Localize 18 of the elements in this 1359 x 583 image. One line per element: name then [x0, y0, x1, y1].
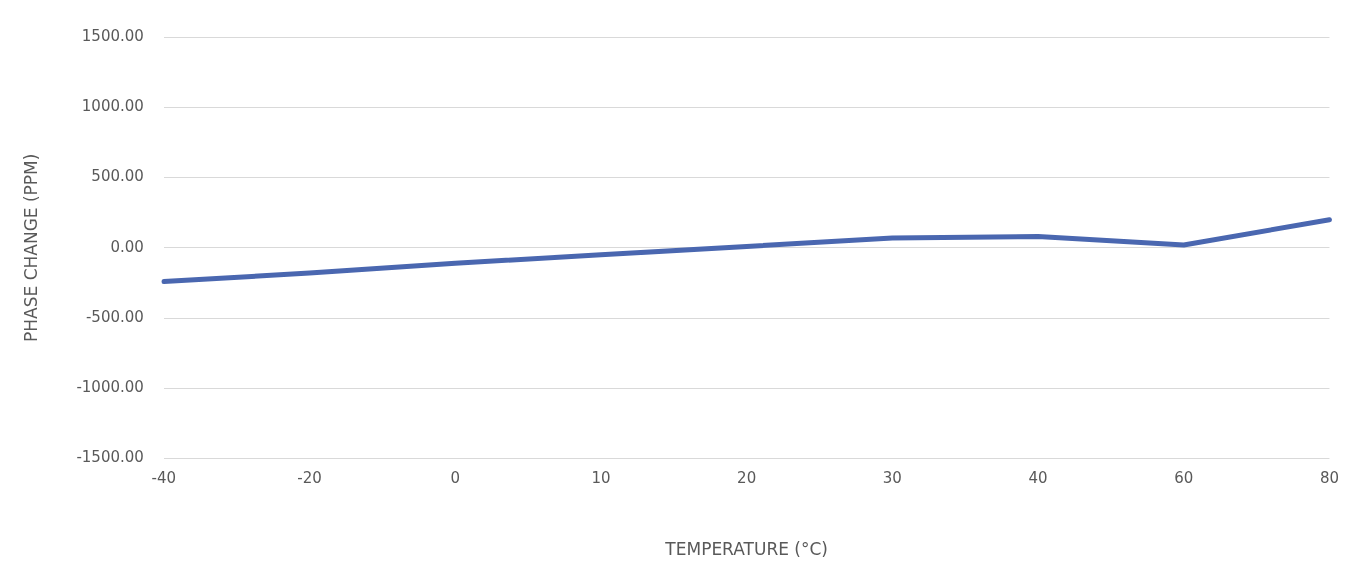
x-tick-label: 10 [591, 469, 611, 488]
y-tick-label: 0.00 [110, 237, 144, 256]
y-tick-label: 1000.00 [81, 97, 144, 116]
y-tick-label: 500.00 [91, 167, 144, 186]
x-tick-label: 40 [1028, 469, 1048, 488]
x-tick-label: -20 [297, 469, 322, 488]
x-tick-label: 20 [737, 469, 757, 488]
y-tick-label: 1500.00 [81, 26, 144, 45]
x-tick-label: 60 [1174, 469, 1194, 488]
y-axis-title: PHASE CHANGE (PPM) [20, 153, 41, 342]
y-tick-label: -500.00 [85, 307, 144, 326]
y-tick-label: -1000.00 [76, 378, 144, 397]
y-tick-label: -1500.00 [76, 448, 144, 467]
x-tick-label: 30 [882, 469, 902, 488]
x-tick-label: 80 [1319, 469, 1339, 488]
x-tick-label: -40 [151, 469, 177, 488]
x-axis-title: TEMPERATURE (°C) [664, 539, 828, 560]
x-tick-label: 0 [450, 469, 461, 488]
